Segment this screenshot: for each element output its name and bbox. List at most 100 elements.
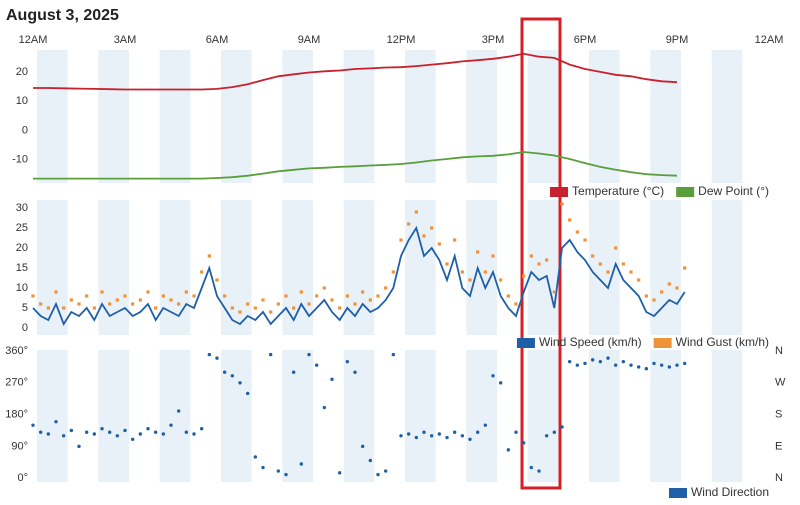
data-point xyxy=(552,290,556,294)
legend-swatch xyxy=(516,338,535,348)
data-point xyxy=(77,302,81,306)
data-point xyxy=(452,430,457,434)
data-point xyxy=(299,290,303,294)
data-point xyxy=(314,363,319,367)
data-point xyxy=(345,294,349,298)
y-tick-label: -10 xyxy=(12,154,28,166)
data-point xyxy=(560,425,564,429)
data-point xyxy=(606,356,610,360)
y2-tick-label: E xyxy=(775,440,782,452)
data-point xyxy=(292,306,296,310)
hour-band xyxy=(343,350,375,482)
data-line xyxy=(32,225,686,326)
data-point xyxy=(92,306,96,310)
data-point xyxy=(61,434,66,438)
data-point xyxy=(261,465,265,470)
hour-band xyxy=(282,50,313,183)
data-point xyxy=(659,363,664,367)
data-point xyxy=(430,226,434,230)
y-tick-label: 0 xyxy=(22,124,28,136)
data-point xyxy=(383,469,388,473)
x-tick-label: 12AM xyxy=(755,34,784,46)
data-point xyxy=(483,423,488,427)
hour-band xyxy=(37,200,68,335)
data-point xyxy=(422,234,426,238)
hour-band xyxy=(589,350,620,482)
data-point xyxy=(223,294,227,298)
data-point xyxy=(69,298,73,302)
y-tick-label: 15 xyxy=(16,262,28,274)
hour-band xyxy=(159,350,191,482)
x-tick-label: 3PM xyxy=(482,34,505,46)
data-line xyxy=(33,52,678,91)
data-point xyxy=(598,262,602,266)
x-tick-label: 12AM xyxy=(19,34,48,46)
data-point xyxy=(161,432,166,436)
data-point xyxy=(453,238,457,242)
data-point xyxy=(69,428,74,433)
data-point xyxy=(598,359,603,364)
data-point xyxy=(330,377,334,381)
y-tick-label: 10 xyxy=(16,95,28,107)
data-point xyxy=(284,472,288,477)
data-point xyxy=(184,430,189,434)
data-point xyxy=(591,254,595,258)
data-point xyxy=(31,294,35,298)
data-point xyxy=(529,254,533,258)
data-point xyxy=(238,381,242,385)
data-point xyxy=(514,302,518,306)
y-tick-label: 10 xyxy=(16,282,28,294)
data-point xyxy=(84,430,89,434)
y-tick-label: 0° xyxy=(17,472,28,484)
data-point xyxy=(361,290,365,294)
data-point xyxy=(391,352,396,357)
x-tick-label: 6PM xyxy=(574,34,597,46)
x-tick-label: 6AM xyxy=(206,34,229,46)
legend-label: Dew Point (°) xyxy=(698,184,769,198)
data-point xyxy=(468,278,472,282)
data-point xyxy=(230,306,234,310)
data-point xyxy=(644,294,648,298)
data-point xyxy=(407,222,411,226)
data-point xyxy=(207,352,212,357)
data-point xyxy=(522,274,526,278)
y-tick-label: 180° xyxy=(5,408,28,420)
data-point xyxy=(552,430,557,434)
data-point xyxy=(575,363,580,367)
hour-band xyxy=(282,350,313,482)
data-point xyxy=(230,374,235,378)
data-point xyxy=(153,430,158,434)
data-point xyxy=(253,455,258,459)
data-point xyxy=(307,352,311,357)
data-point xyxy=(238,310,242,314)
data-point xyxy=(338,306,342,310)
data-point xyxy=(468,437,472,441)
hour-band xyxy=(221,50,252,183)
data-point xyxy=(414,435,419,440)
data-point xyxy=(399,434,403,438)
data-point xyxy=(652,361,656,366)
data-point xyxy=(621,359,626,364)
data-point xyxy=(215,356,219,360)
data-point xyxy=(245,391,250,396)
data-point xyxy=(100,427,104,431)
data-point xyxy=(544,434,549,438)
data-point xyxy=(437,432,442,436)
y-tick-label: 0 xyxy=(22,322,28,334)
data-point xyxy=(322,286,326,290)
data-point xyxy=(207,254,211,258)
data-point xyxy=(46,432,51,436)
data-point xyxy=(176,409,181,413)
data-point xyxy=(498,381,503,385)
legend-swatch xyxy=(550,187,569,197)
data-point xyxy=(299,462,304,466)
data-point xyxy=(629,363,633,367)
hour-band xyxy=(527,200,559,335)
legend-swatch xyxy=(676,187,695,197)
data-point xyxy=(77,444,81,449)
hour-band xyxy=(711,50,743,183)
data-point xyxy=(384,286,388,290)
data-point xyxy=(629,270,633,274)
data-point xyxy=(284,294,288,298)
hour-band xyxy=(221,200,252,335)
